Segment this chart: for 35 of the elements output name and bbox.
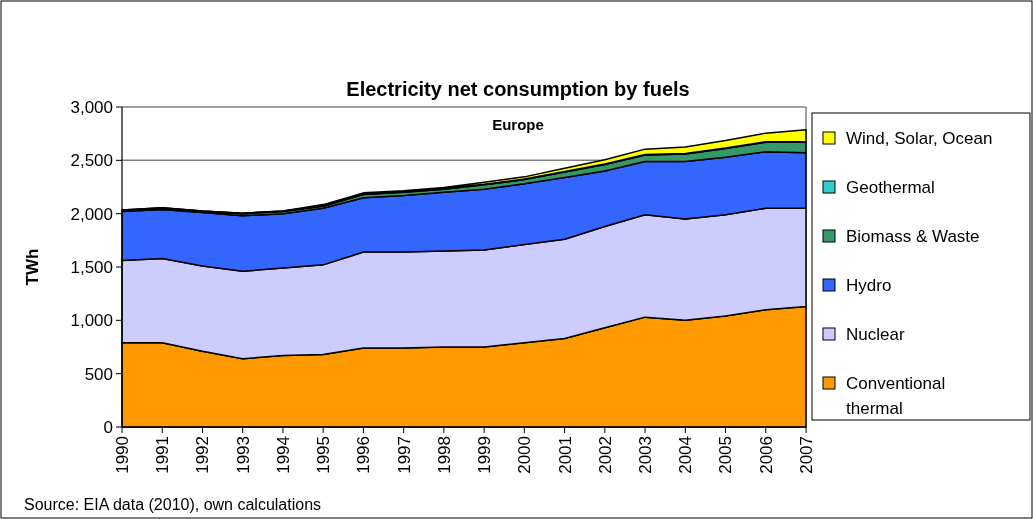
x-tick-label: 1992 [193,436,213,474]
x-tick-label: 2006 [756,436,776,474]
x-tick-label: 1998 [434,436,454,474]
y-tick-label: 1,000 [70,311,113,331]
source-note: Source: EIA data (2010), own calculations [24,496,322,513]
x-tick-label: 2005 [716,436,736,474]
y-tick-label: 500 [84,364,113,384]
y-tick-label: 2,000 [70,204,113,224]
y-tick-label: 3,000 [70,97,113,117]
y-axis-title: TWh [23,248,42,286]
x-tick-label: 1991 [153,436,173,474]
x-tick-label: 2004 [676,436,696,474]
legend-label: Nuclear [846,324,905,344]
legend-label: Conventional thermal [846,373,946,419]
x-tick-label: 1994 [273,436,293,474]
x-tick-label: 2007 [796,436,816,474]
legend-label: Biomass & Waste [846,226,980,246]
x-tick-label: 2001 [555,436,575,474]
x-tick-label: 1997 [394,436,414,474]
x-tick-label: 1990 [112,436,132,474]
y-tick-label: 1,500 [70,257,113,277]
x-tick-label: 1995 [314,436,334,474]
chart-title: Electricity net consumption by fuels [346,78,690,100]
x-tick-label: 1993 [233,436,253,474]
x-tick-label: 2002 [595,436,615,474]
legend-label: Geothermal [846,177,935,197]
x-tick-label: 2003 [636,436,656,474]
x-tick-label: 1999 [475,436,495,474]
legend-label: Hydro [846,275,892,295]
x-tick-label: 2000 [515,436,535,474]
x-tick-label: 1996 [354,436,374,474]
y-tick-label: 2,500 [70,151,113,171]
y-tick-label: 0 [103,417,113,437]
text: Europe [492,116,544,133]
legend-label: Wind, Solar, Ocean [846,128,993,148]
